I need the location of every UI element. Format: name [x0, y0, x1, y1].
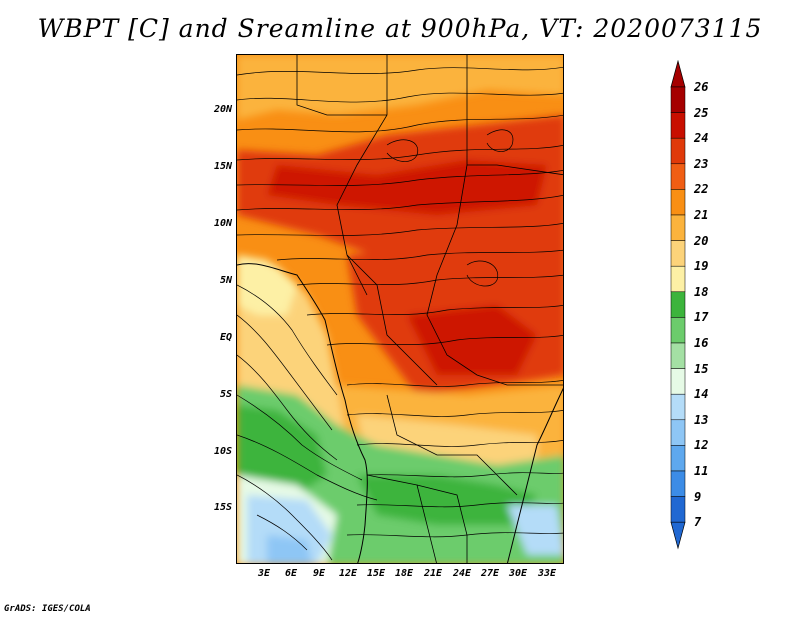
- colorbar-segment: [670, 445, 686, 472]
- lon-label-21e: 21E: [423, 568, 443, 579]
- border-5: [346, 254, 438, 386]
- coastlines-group: [237, 263, 563, 563]
- colorbar-segment: [670, 189, 686, 216]
- lon-label-27e: 27E: [480, 568, 500, 579]
- colorbar-label: 18: [694, 284, 709, 299]
- lon-label-30e: 30E: [508, 568, 528, 579]
- colorbar-bottom-arrow: [670, 521, 686, 550]
- lat-label-15n: 15N: [213, 161, 232, 172]
- field-dark-red-band: [267, 160, 547, 215]
- map-panel[interactable]: [236, 54, 564, 564]
- grads-credit: GrADS: IGES/COLA: [4, 604, 91, 614]
- border-6: [386, 394, 518, 496]
- field-north-warm: [237, 55, 563, 120]
- colorbar-label: 20: [694, 233, 709, 248]
- colorbar-segment: [670, 137, 686, 165]
- colorbar-label: 9: [694, 489, 702, 504]
- colorbar-segment: [670, 240, 686, 267]
- field-lightblue-se: [507, 505, 563, 555]
- lat-label-10n: 10N: [213, 218, 232, 229]
- lat-label-eq: EQ: [219, 332, 232, 343]
- east-lake-line: [506, 387, 563, 563]
- colorbar-segment: [670, 86, 686, 113]
- field-dark-green-south: [357, 475, 537, 525]
- colorbar-label: 15: [694, 361, 709, 376]
- colorbar-segment: [670, 112, 686, 139]
- lon-label-12e: 12E: [338, 568, 358, 579]
- colorbar-segment: [670, 496, 686, 523]
- border-1: [466, 55, 563, 176]
- colorbar-label: 12: [694, 438, 709, 453]
- colorbar: [670, 60, 686, 550]
- colorbar-label: 14: [694, 387, 709, 402]
- streamlines-group: [237, 66, 563, 561]
- lon-label-3e: 3E: [257, 568, 271, 579]
- colorbar-top-arrow: [670, 60, 686, 88]
- lat-label-15s: 15S: [213, 502, 232, 513]
- lon-label-24e: 24E: [452, 568, 472, 579]
- colorbar-label: 16: [694, 336, 709, 350]
- colorbar-segment: [670, 342, 686, 369]
- border-7: [366, 474, 468, 563]
- colorbar-label: 7: [694, 515, 702, 530]
- border-4: [426, 164, 563, 386]
- map-field-svg: [237, 55, 563, 563]
- field-gulf-lightyellow: [237, 255, 297, 315]
- map-title: WBPT [C] and Sreamline at 900hPa, VT: 20…: [37, 14, 763, 43]
- colorbar-segment: [670, 393, 686, 421]
- colorbar-label: 24: [694, 131, 709, 146]
- colorbar-label: 13: [694, 412, 709, 427]
- lon-label-18e: 18E: [394, 568, 414, 579]
- colorbar-label: 11: [694, 464, 709, 478]
- lat-label-5n: 5N: [219, 275, 232, 286]
- border-2: [336, 55, 388, 296]
- lon-label-15e: 15E: [366, 568, 386, 579]
- lon-label-9e: 9E: [312, 568, 326, 579]
- colorbar-label: 17: [694, 310, 709, 325]
- border-8: [416, 484, 437, 563]
- colorbar-segment: [670, 163, 686, 190]
- colorbar-label: 26: [694, 80, 709, 94]
- borders-group: [296, 55, 563, 563]
- colorbar-segment: [670, 470, 686, 497]
- west-coastline: [237, 263, 368, 563]
- colorbar-label: 23: [694, 156, 709, 171]
- lat-label-20n: 20N: [213, 104, 232, 115]
- colorbar-label: 25: [694, 105, 709, 120]
- lat-label-10s: 10S: [213, 446, 232, 457]
- field-dark-green-west: [237, 405, 327, 495]
- border-3: [296, 55, 387, 116]
- lat-label-5s: 5S: [219, 389, 232, 400]
- colorbar-label: 22: [694, 182, 709, 197]
- colorbar-segment: [670, 368, 686, 395]
- lon-label-33e: 33E: [537, 568, 557, 579]
- colorbar-segment: [670, 214, 686, 241]
- colorbar-segment: [670, 291, 686, 318]
- field-dark-red-central: [407, 305, 537, 375]
- colorbar-label: 19: [694, 259, 709, 274]
- colorbar-label: 21: [694, 208, 709, 222]
- colorbar-segment: [670, 419, 686, 446]
- colorbar-segment: [670, 317, 686, 344]
- lon-label-6e: 6E: [284, 568, 298, 579]
- colorbar-segment: [670, 265, 686, 293]
- field-blue-sw: [267, 535, 312, 563]
